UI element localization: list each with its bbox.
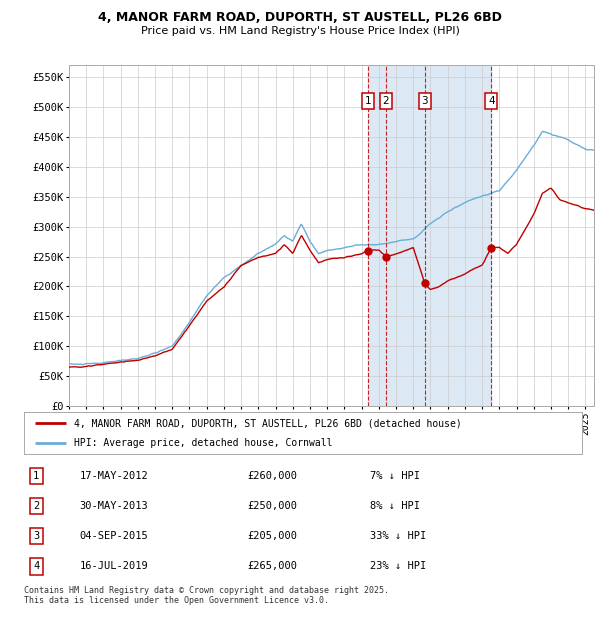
Text: 1: 1 [365, 96, 371, 106]
Text: HPI: Average price, detached house, Cornwall: HPI: Average price, detached house, Corn… [74, 438, 333, 448]
Text: 17-MAY-2012: 17-MAY-2012 [80, 471, 149, 480]
Text: £265,000: £265,000 [247, 562, 297, 572]
Bar [368, 65, 491, 406]
Text: 3: 3 [421, 96, 428, 106]
Text: 16-JUL-2019: 16-JUL-2019 [80, 562, 149, 572]
Text: Contains HM Land Registry data © Crown copyright and database right 2025.: Contains HM Land Registry data © Crown c… [24, 586, 389, 595]
Text: 4, MANOR FARM ROAD, DUPORTH, ST AUSTELL, PL26 6BD: 4, MANOR FARM ROAD, DUPORTH, ST AUSTELL,… [98, 11, 502, 24]
Text: 7% ↓ HPI: 7% ↓ HPI [370, 471, 420, 480]
Text: £260,000: £260,000 [247, 471, 297, 480]
Text: 2: 2 [383, 96, 389, 106]
Text: 2: 2 [33, 501, 40, 511]
Text: £250,000: £250,000 [247, 501, 297, 511]
Text: 30-MAY-2013: 30-MAY-2013 [80, 501, 149, 511]
Text: 3: 3 [33, 531, 40, 541]
Text: 23% ↓ HPI: 23% ↓ HPI [370, 562, 426, 572]
Text: 8% ↓ HPI: 8% ↓ HPI [370, 501, 420, 511]
Text: 4: 4 [33, 562, 40, 572]
Text: This data is licensed under the Open Government Licence v3.0.: This data is licensed under the Open Gov… [24, 596, 329, 606]
Text: £205,000: £205,000 [247, 531, 297, 541]
Text: 4: 4 [488, 96, 495, 106]
Text: 33% ↓ HPI: 33% ↓ HPI [370, 531, 426, 541]
Text: 1: 1 [33, 471, 40, 480]
Text: 04-SEP-2015: 04-SEP-2015 [80, 531, 149, 541]
Text: Price paid vs. HM Land Registry's House Price Index (HPI): Price paid vs. HM Land Registry's House … [140, 26, 460, 36]
Text: 4, MANOR FARM ROAD, DUPORTH, ST AUSTELL, PL26 6BD (detached house): 4, MANOR FARM ROAD, DUPORTH, ST AUSTELL,… [74, 418, 462, 428]
